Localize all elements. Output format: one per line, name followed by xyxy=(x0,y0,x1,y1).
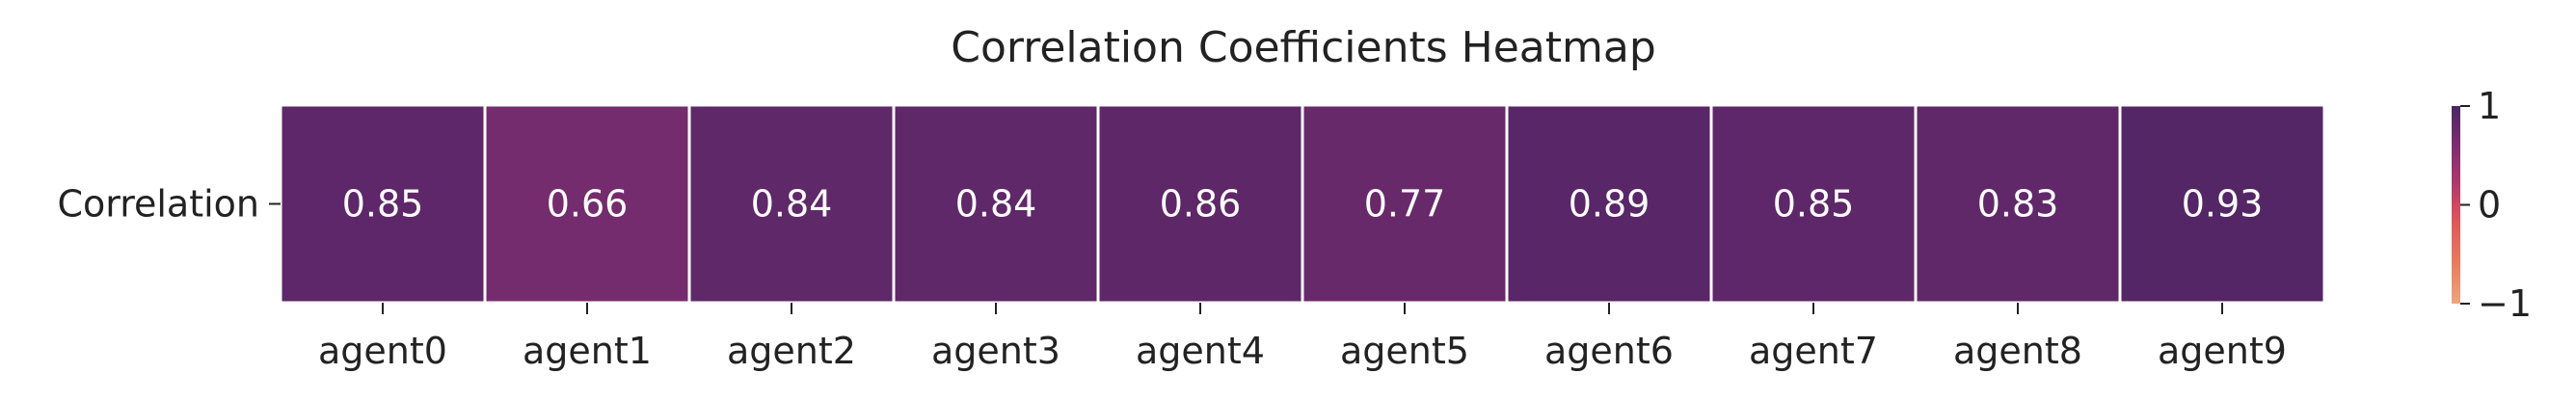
x-tick-label: agent3 xyxy=(931,330,1060,372)
heatmap-cell xyxy=(687,103,896,305)
cell-value-label: 0.89 xyxy=(1569,183,1650,226)
cell-value-label: 0.85 xyxy=(342,183,424,226)
x-tick-label: agent1 xyxy=(523,330,652,372)
x-tick-label: agent6 xyxy=(1544,330,1674,372)
cell-value-label: 0.83 xyxy=(1977,183,2059,226)
colorbar: 1 0 −1 xyxy=(2452,85,2532,325)
x-axis: agent0 agent1 agent2 agent3 agent4 agent5 agen… xyxy=(318,303,2287,372)
heatmap-cell xyxy=(279,103,487,305)
heatmap-cell xyxy=(892,103,1100,305)
x-tick-label: agent7 xyxy=(1749,330,1878,372)
y-tick-label: Correlation xyxy=(57,183,259,226)
x-tick-label: agent5 xyxy=(1340,330,1469,372)
colorbar-tick-label: 1 xyxy=(2478,85,2501,127)
cell-value-label: 0.85 xyxy=(1773,183,1855,226)
colorbar-tick-label: 0 xyxy=(2478,184,2501,227)
heatmap-cell xyxy=(483,103,691,305)
x-tick-label: agent0 xyxy=(318,330,447,372)
chart-title: Correlation Coefficients Heatmap xyxy=(951,23,1656,72)
heatmap-cells: 0.85 0.66 0.84 0.84 0.86 0.77 0.89 0.85 0.83 0.93 xyxy=(279,103,2326,305)
colorbar-gradient xyxy=(2452,106,2460,304)
cell-value-label: 0.86 xyxy=(1160,183,1242,226)
heatmap-cell xyxy=(1301,103,1509,305)
colorbar-tick-label: −1 xyxy=(2478,282,2532,325)
cell-value-label: 0.93 xyxy=(2182,183,2264,226)
cell-value-label: 0.84 xyxy=(955,183,1037,226)
y-axis: Correlation xyxy=(57,183,281,226)
x-tick-label: agent2 xyxy=(727,330,856,372)
x-tick-label: agent9 xyxy=(2158,330,2287,372)
x-tick-label: agent4 xyxy=(1136,330,1265,372)
x-tick-label: agent8 xyxy=(1953,330,2082,372)
cell-value-label: 0.77 xyxy=(1364,183,1446,226)
heatmap-cell xyxy=(1709,103,1918,305)
cell-value-label: 0.66 xyxy=(547,183,629,226)
heatmap-cell xyxy=(2118,103,2326,305)
cell-value-label: 0.84 xyxy=(751,183,833,226)
